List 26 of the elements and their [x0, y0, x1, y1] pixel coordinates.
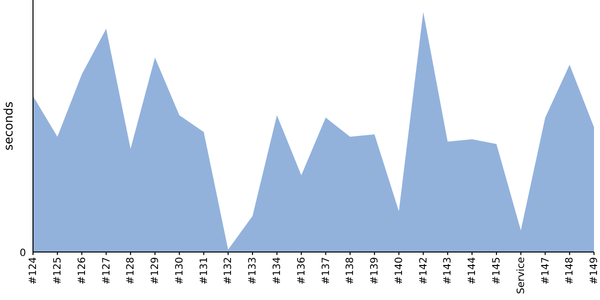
x-tick-label: #134 — [272, 257, 284, 284]
x-tick-label: #137 — [320, 257, 332, 284]
x-tick-label: #138 — [345, 257, 356, 284]
y-axis-title: seconds — [1, 101, 16, 151]
x-tick-label: #148 — [564, 257, 576, 284]
x-tick-label: #142 — [418, 257, 430, 284]
x-tick-label: #143 — [442, 257, 454, 284]
x-tick-label: #144 — [467, 257, 478, 284]
x-tick-label: #147 — [540, 257, 552, 284]
x-tick-label: #131 — [198, 257, 210, 284]
x-tick-label: #149 — [589, 257, 600, 284]
x-tick-label: #128 — [126, 257, 137, 284]
x-tick-label: #125 — [52, 257, 64, 284]
x-tick-label: #126 — [76, 257, 88, 284]
x-tick-label: Service — [516, 257, 527, 294]
x-tick-label: #130 — [174, 257, 186, 284]
x-tick-label: #145 — [492, 257, 503, 284]
x-tick-label: #136 — [296, 257, 308, 284]
text: 0 — [20, 248, 26, 259]
x-tick-label: #129 — [150, 257, 162, 284]
x-tick-label: #139 — [370, 257, 381, 284]
x-tick-label: #140 — [394, 257, 405, 284]
x-tick-label: #133 — [248, 257, 259, 284]
x-tick-label: #132 — [223, 257, 234, 284]
x-tick-label: #124 — [28, 257, 40, 284]
x-tick-label: #127 — [101, 257, 112, 284]
